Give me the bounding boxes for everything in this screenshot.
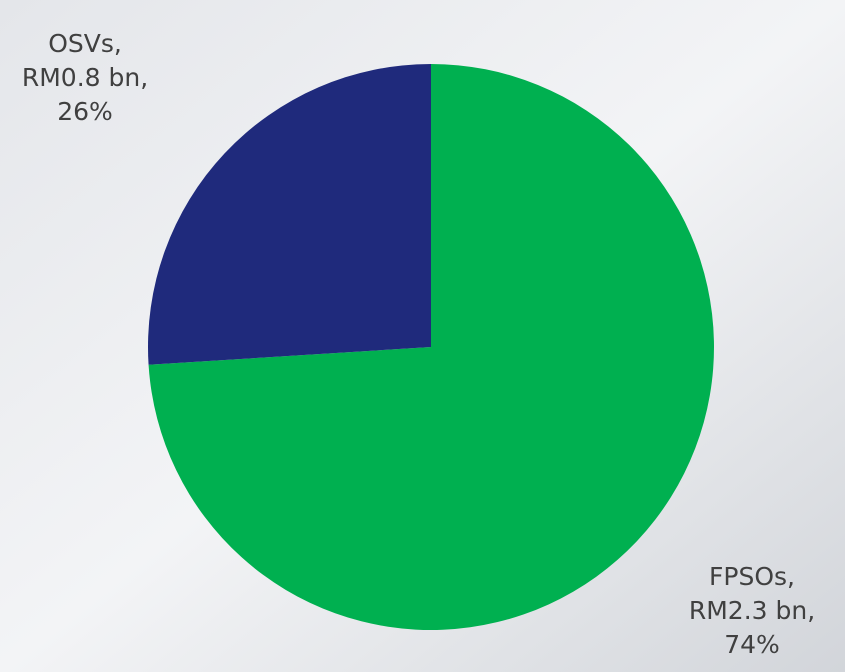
slice-category-label: OSVs,	[48, 29, 122, 58]
pie-slice	[148, 64, 714, 630]
slice-amount-label: RM2.3 bn,	[689, 596, 815, 625]
pie-slice	[148, 64, 431, 365]
slice-amount-label: RM0.8 bn,	[22, 63, 148, 92]
slice-value-label: 26%	[57, 97, 113, 126]
slice-category-label: FPSOs,	[709, 562, 795, 591]
slice-value-label: 74%	[724, 630, 780, 659]
